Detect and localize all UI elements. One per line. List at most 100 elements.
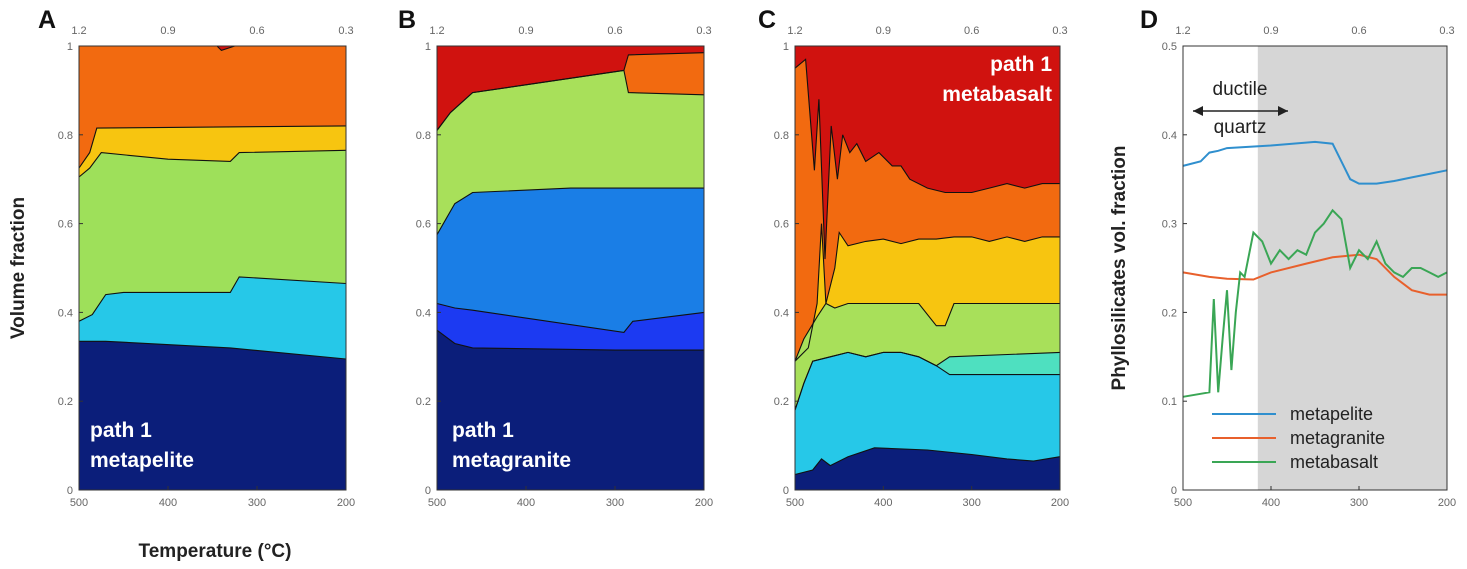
top-tick-label: 0.6 <box>964 25 979 37</box>
top-tick-label: 0.9 <box>1263 25 1278 37</box>
x-tick-label: 400 <box>159 497 177 509</box>
top-tick-label: 1.2 <box>429 25 444 37</box>
y-tick-label: 1 <box>783 41 789 53</box>
top-tick-label: 1.2 <box>787 25 802 37</box>
y-tick-label: 0 <box>1171 485 1177 497</box>
top-tick-label: 0.3 <box>1052 25 1067 37</box>
y-tick-label: 0 <box>67 485 73 497</box>
top-tick-label: 0.3 <box>696 25 711 37</box>
top-tick-label: 0.9 <box>876 25 891 37</box>
y-tick-label: 0 <box>425 485 431 497</box>
x-tick-label: 300 <box>962 497 980 509</box>
y-tick-label: 0.4 <box>416 307 431 319</box>
panel-a: path 1 metapelite 500 400 300 200 1.2 0.9 0.6 0.3… <box>8 6 355 562</box>
y-tick-label: 1 <box>67 41 73 53</box>
legend-label: metabasalt <box>1290 452 1378 472</box>
band-boundary <box>79 340 347 360</box>
top-tick-label: 0.6 <box>1351 25 1366 37</box>
x-tick-label: 300 <box>606 497 624 509</box>
band-boundary <box>794 447 1061 476</box>
band-boundary <box>78 276 347 322</box>
y-tick-label: 0.1 <box>1162 396 1177 408</box>
y-tick-label: 0.5 <box>1162 41 1177 53</box>
band-boundary <box>794 58 1060 260</box>
x-tick-label: 200 <box>695 497 713 509</box>
plot-frame <box>794 45 1061 491</box>
plot-frame <box>436 45 705 491</box>
top-tick-label: 0.9 <box>160 25 175 37</box>
top-tick-label: 0.6 <box>607 25 622 37</box>
y-tick-label: 0.3 <box>1162 219 1177 231</box>
x-tick-label: 400 <box>874 497 892 509</box>
top-tick-label: 1.2 <box>1175 25 1190 37</box>
annotation-line: ductile <box>1213 79 1268 100</box>
y-tick-label: 0.6 <box>58 219 73 231</box>
band-boundary <box>436 329 704 351</box>
panel-letter: B <box>398 6 416 34</box>
y-tick-label: 0 <box>783 485 789 497</box>
panel-letter: C <box>758 6 776 34</box>
band-boundary <box>436 52 705 131</box>
x-tick-label: 300 <box>1350 497 1368 509</box>
band-boundary <box>78 149 347 178</box>
y-tick-label: 0.6 <box>774 219 789 231</box>
panel-letter: D <box>1140 6 1158 34</box>
y-tick-label: 0.4 <box>1162 130 1177 142</box>
band-boundary <box>794 302 1060 362</box>
series-metabasalt <box>1182 208 1448 398</box>
top-tick-label: 0.3 <box>1439 25 1454 37</box>
y-axis-title: Phyllosilicates vol. fraction <box>1109 146 1130 391</box>
y-tick-label: 0.8 <box>416 130 431 142</box>
series-metagranite <box>1182 253 1447 296</box>
x-tick-label: 500 <box>786 497 804 509</box>
legend-label: metapelite <box>1290 404 1373 424</box>
y-tick-label: 0.4 <box>58 307 73 319</box>
y-tick-label: 0.2 <box>774 396 789 408</box>
x-tick-label: 500 <box>70 497 88 509</box>
x-tick-label: 500 <box>428 497 446 509</box>
panel-label-line: path 1 <box>452 419 514 442</box>
panel-c: path 1 metabasalt 500 400 300 200 1.2 0.9 0.6 0.3… <box>758 6 1069 509</box>
plot-frame <box>1182 45 1448 491</box>
annotation-line: quartz <box>1214 117 1267 138</box>
y-tick-label: 0.2 <box>1162 307 1177 319</box>
x-tick-label: 300 <box>248 497 266 509</box>
y-tick-label: 0.2 <box>416 396 431 408</box>
panel-label-line: metabasalt <box>942 83 1052 106</box>
x-tick-label: 500 <box>1174 497 1192 509</box>
band-boundary <box>794 223 1060 362</box>
panel-label-line: path 1 <box>990 53 1052 76</box>
y-tick-label: 0.2 <box>58 396 73 408</box>
y-tick-label: 0.8 <box>58 130 73 142</box>
x-tick-label: 200 <box>1051 497 1069 509</box>
x-tick-label: 200 <box>337 497 355 509</box>
arrow-head-left <box>1193 106 1203 116</box>
panel-b: path 1 metagranite 500 400 300 200 1.2 0.9 0.6 0.… <box>398 6 713 509</box>
y-axis-title: Volume fraction <box>8 197 29 339</box>
panel-label-line: metagranite <box>452 449 571 472</box>
panel-label-line: metapelite <box>90 449 194 472</box>
x-tick-label: 400 <box>517 497 535 509</box>
x-tick-label: 400 <box>1262 497 1280 509</box>
band-1 <box>79 341 346 490</box>
plot-frame <box>78 45 347 491</box>
legend-label: metagranite <box>1290 428 1385 448</box>
top-tick-label: 0.3 <box>338 25 353 37</box>
y-tick-label: 1 <box>425 41 431 53</box>
top-tick-label: 0.9 <box>518 25 533 37</box>
panel-letter: A <box>38 6 56 34</box>
band-boundary <box>794 351 1061 411</box>
x-tick-label: 200 <box>1438 497 1456 509</box>
y-tick-label: 0.4 <box>774 307 789 319</box>
series-metapelite <box>1182 140 1448 185</box>
x-axis-title: Temperature (°C) <box>139 541 292 562</box>
y-tick-label: 0.6 <box>416 219 431 231</box>
band-1 <box>437 330 704 490</box>
band-boundary <box>436 302 705 333</box>
band-1 <box>795 447 1060 490</box>
y-tick-label: 0.8 <box>774 130 789 142</box>
arrow-head-right <box>1278 106 1288 116</box>
band-boundary <box>78 125 347 169</box>
top-tick-label: 0.6 <box>249 25 264 37</box>
